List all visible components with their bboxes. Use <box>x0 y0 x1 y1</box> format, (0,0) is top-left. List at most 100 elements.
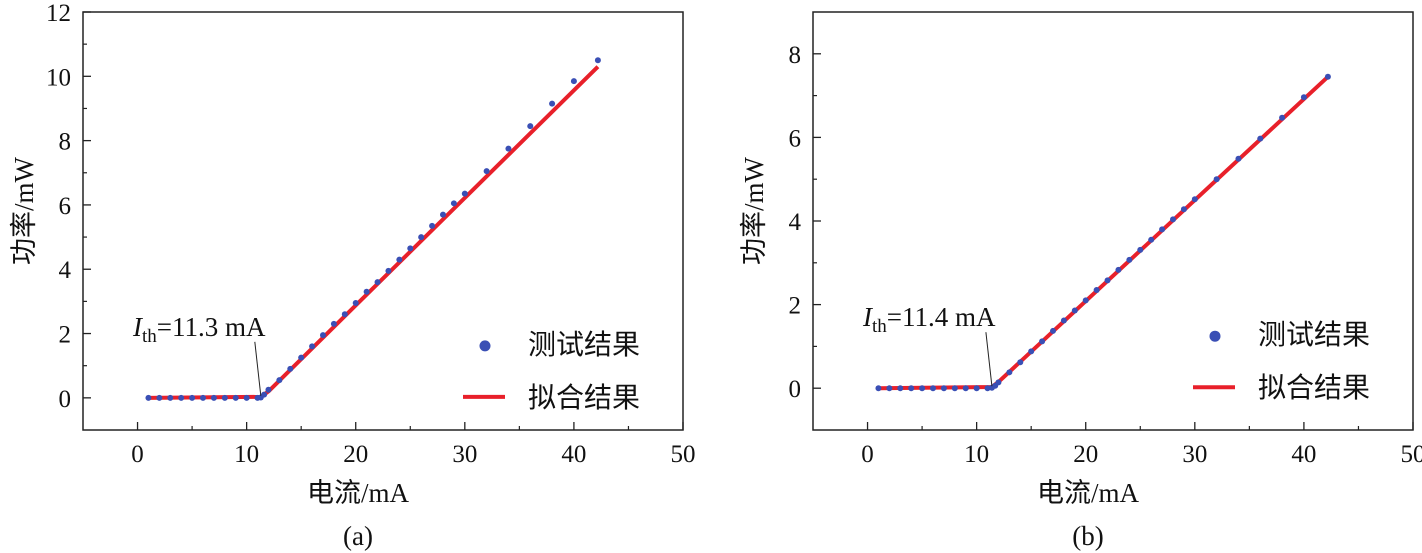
data-point <box>429 222 436 229</box>
y-tick-label: 6 <box>789 125 802 152</box>
x-tick-label: 50 <box>1401 441 1422 468</box>
data-point <box>1137 246 1144 253</box>
legend-label-measured: 测试结果 <box>1258 319 1370 351</box>
data-point <box>951 385 958 392</box>
data-point <box>962 385 969 392</box>
data-point <box>908 385 915 392</box>
y-tick-label: 4 <box>789 209 802 236</box>
x-tick-label: 0 <box>131 441 144 468</box>
data-point <box>374 279 381 286</box>
x-tick-label: 30 <box>1182 441 1207 468</box>
x-axis-label: 电流/mA <box>1037 478 1140 508</box>
data-point <box>1159 226 1166 233</box>
data-point <box>594 57 601 64</box>
data-point <box>930 385 936 392</box>
annotation-symbol: I <box>862 302 874 332</box>
data-point <box>261 391 268 398</box>
y-tick-label: 2 <box>59 322 72 349</box>
data-point <box>1017 359 1024 366</box>
legend-marker-points <box>1209 330 1221 342</box>
data-point <box>1039 338 1046 345</box>
threshold-annotation: Ith=11.4 mA <box>862 302 996 337</box>
x-tick-label: 20 <box>1073 441 1098 468</box>
legend-label-fit: 拟合结果 <box>1258 372 1370 404</box>
x-axis-label: 电流/mA <box>307 478 410 508</box>
data-point <box>450 200 457 207</box>
data-point <box>461 190 468 197</box>
data-point <box>505 145 512 152</box>
y-tick-label: 6 <box>59 193 72 220</box>
data-point <box>363 288 370 295</box>
data-point <box>330 320 337 327</box>
x-tick-label: 50 <box>671 441 696 468</box>
data-point <box>919 385 926 392</box>
data-point <box>276 377 283 384</box>
annotation-subscript: th <box>142 326 157 347</box>
data-point <box>995 379 1002 386</box>
data-point <box>145 394 152 401</box>
y-tick-label: 12 <box>46 0 71 27</box>
y-tick-label: 4 <box>59 257 72 284</box>
y-tick-label: 0 <box>59 386 72 413</box>
data-point <box>298 354 305 361</box>
annotation-pointer <box>985 332 993 387</box>
data-point <box>1071 307 1078 314</box>
annotation-value: =11.4 mA <box>887 302 996 332</box>
data-point <box>527 123 534 130</box>
data-point <box>549 100 556 107</box>
data-point <box>440 211 446 218</box>
data-point <box>309 343 316 350</box>
x-tick-label: 40 <box>1291 441 1316 468</box>
x-tick-label: 40 <box>561 441 586 468</box>
legend-marker-points <box>479 340 491 352</box>
annotation-symbol: I <box>132 312 144 342</box>
panel-label: (a) <box>343 521 373 551</box>
data-point <box>1028 348 1035 355</box>
chart-panel-a: 0 10 20 30 40 50 0 2 4 6 8 10 12 电流/mA (a) 功率/mW Ith=11.… <box>9 0 696 551</box>
data-point <box>167 394 174 401</box>
data-point <box>418 234 425 241</box>
y-tick-label: 8 <box>789 42 802 69</box>
y-axis-label: 功率/mW <box>739 156 769 265</box>
data-point <box>1060 317 1067 324</box>
annotation-value: =11.3 mA <box>157 312 266 342</box>
data-point <box>1180 206 1187 213</box>
data-point <box>1191 196 1198 203</box>
data-point <box>1050 327 1056 334</box>
data-point <box>1006 369 1013 376</box>
data-point <box>1148 236 1155 243</box>
chart-panel-b: 0 10 20 30 40 50 0 2 4 6 8 电流/mA (b) 功率/mW Ith=11.4 mA… <box>739 11 1422 551</box>
data-point <box>221 394 228 401</box>
threshold-annotation: Ith=11.3 mA <box>132 312 266 347</box>
data-point <box>1170 216 1176 223</box>
legend-label-fit: 拟合结果 <box>528 382 640 414</box>
legend-label-measured: 测试结果 <box>528 329 640 361</box>
annotation-subscript: th <box>872 316 887 337</box>
data-point <box>210 394 217 401</box>
data-point <box>1235 155 1242 162</box>
plot-frame <box>812 11 1414 431</box>
data-point <box>897 385 904 392</box>
data-point <box>483 168 490 175</box>
data-point <box>385 267 392 274</box>
data-point <box>396 256 403 263</box>
data-point <box>189 394 196 401</box>
data-point <box>1257 135 1264 142</box>
data-point <box>243 394 250 401</box>
data-point <box>570 78 577 85</box>
x-tick-label: 10 <box>234 441 259 468</box>
data-point <box>232 394 239 401</box>
data-point <box>1104 277 1111 284</box>
data-point <box>178 394 185 401</box>
y-tick-label: 0 <box>789 376 802 403</box>
y-tick-label: 2 <box>789 293 802 320</box>
data-point <box>940 385 947 392</box>
plot-frame <box>82 11 684 431</box>
data-point <box>352 299 359 306</box>
y-tick-label: 10 <box>46 64 71 91</box>
x-tick-label: 10 <box>964 441 989 468</box>
x-tick-label: 0 <box>861 441 874 468</box>
data-point <box>1300 94 1307 101</box>
data-point <box>1093 286 1100 293</box>
